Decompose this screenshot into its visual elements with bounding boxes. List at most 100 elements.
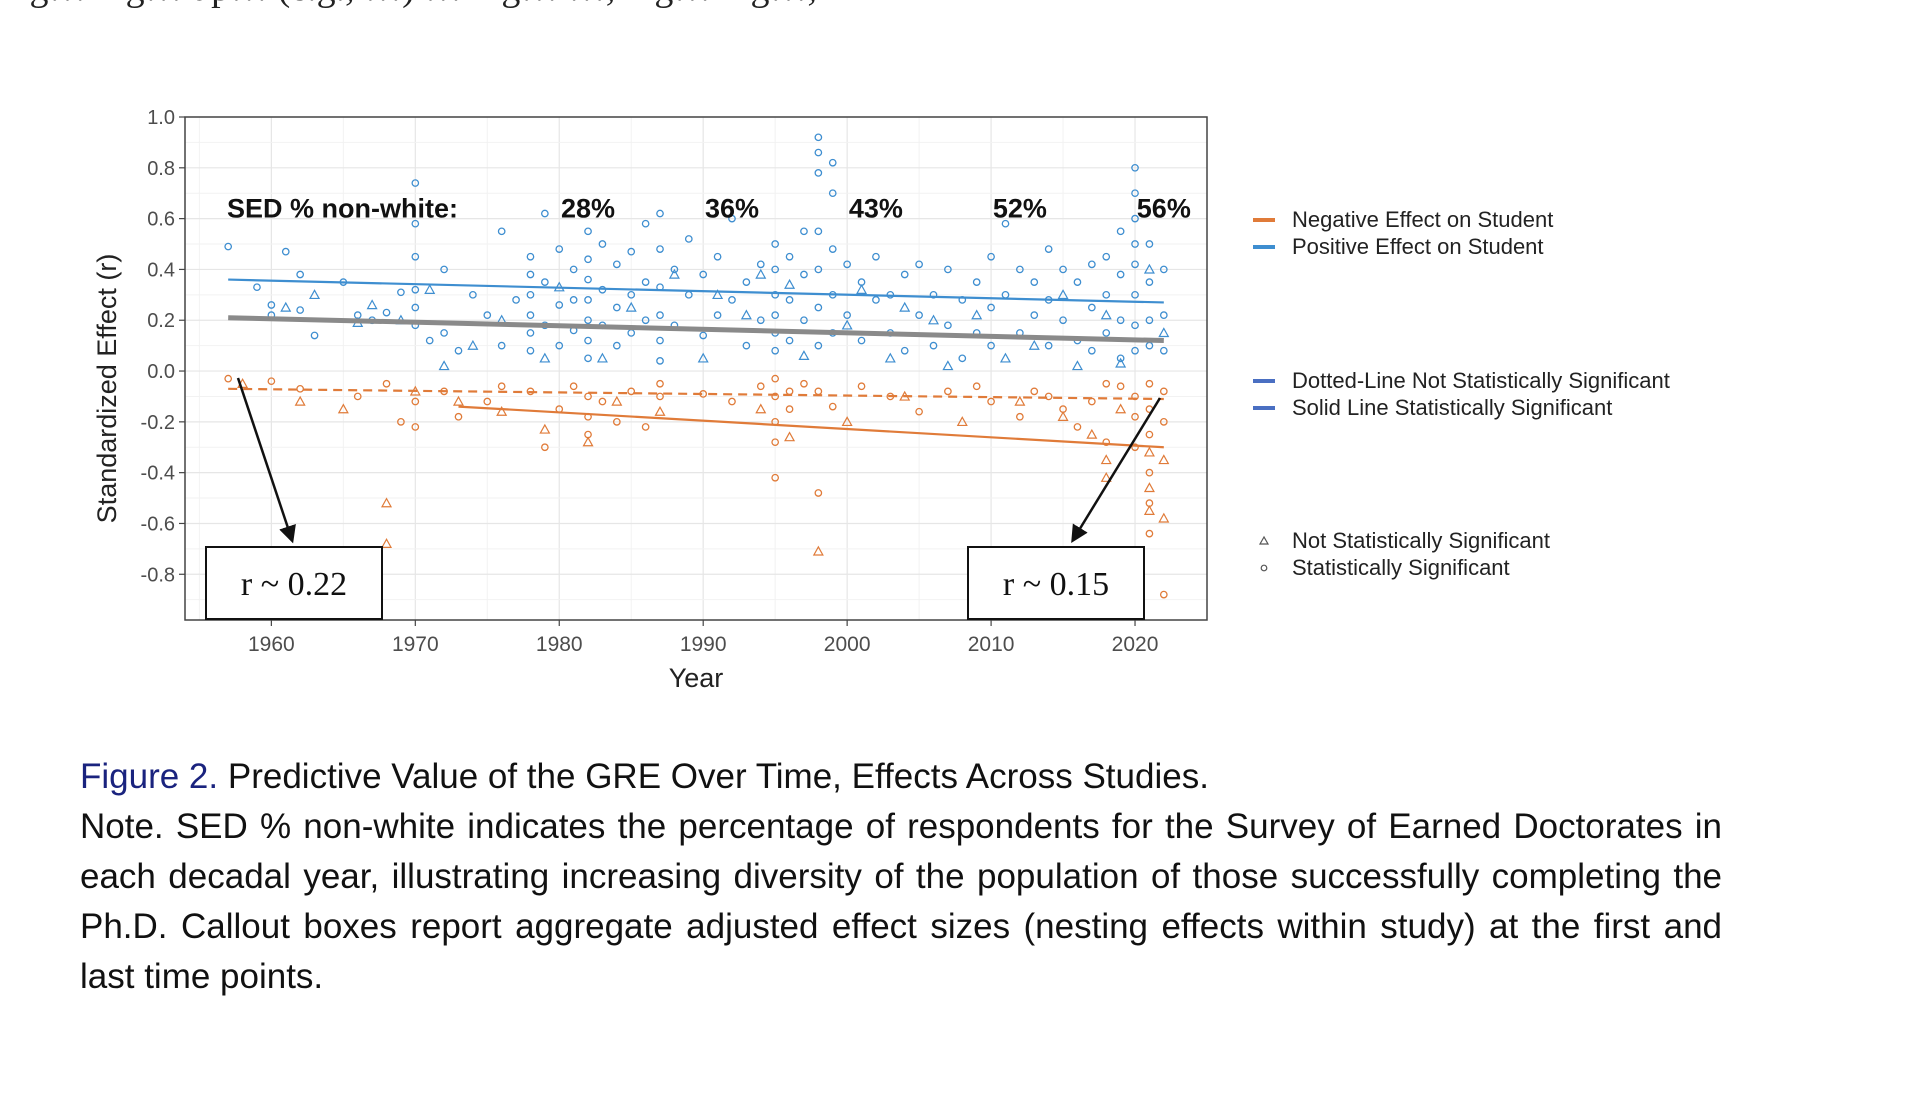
data-point-positive xyxy=(310,331,319,340)
data-point-negative xyxy=(296,384,305,393)
data-point-positive xyxy=(929,341,938,350)
data-point-positive xyxy=(382,308,391,317)
data-point-positive xyxy=(756,316,765,325)
data-point-positive xyxy=(584,296,592,304)
data-point-positive xyxy=(224,242,233,251)
callout-arrow xyxy=(236,377,296,544)
callout-box xyxy=(205,546,383,620)
data-point-negative xyxy=(598,397,607,406)
data-point-positive-nonsig xyxy=(971,309,983,320)
data-point-positive xyxy=(1059,265,1067,274)
data-point-positive-nonsig xyxy=(899,301,911,312)
data-point-positive xyxy=(915,260,923,269)
data-point-negative-nonsig xyxy=(539,423,551,434)
data-point-positive xyxy=(1131,189,1139,198)
data-point-positive xyxy=(469,290,477,299)
data-point-positive xyxy=(728,214,736,223)
data-point-positive xyxy=(828,158,837,167)
data-point-negative-nonsig xyxy=(1057,411,1069,421)
data-point-positive xyxy=(944,265,952,274)
data-point-positive xyxy=(958,354,967,363)
data-point-negative-nonsig xyxy=(1014,395,1026,406)
data-point-positive xyxy=(1116,316,1125,325)
data-point-positive xyxy=(1116,227,1125,236)
data-point-negative-nonsig xyxy=(611,395,623,406)
data-point-positive xyxy=(411,303,420,312)
data-point-negative xyxy=(828,402,837,411)
callout-label: r ~ 0.22 xyxy=(241,566,347,603)
data-point-positive xyxy=(526,346,535,355)
y-tick-label: 0.6 xyxy=(147,209,175,231)
data-point-positive-nonsig xyxy=(280,301,292,312)
data-point-negative xyxy=(656,392,664,401)
data-point-positive xyxy=(900,346,909,355)
data-point-negative xyxy=(972,382,981,391)
data-point-positive-nonsig xyxy=(755,268,767,279)
data-point-negative-nonsig xyxy=(654,405,666,416)
data-point-negative-nonsig xyxy=(812,545,824,556)
points-layer xyxy=(224,133,1170,599)
data-point-positive xyxy=(526,290,535,299)
data-point-positive xyxy=(987,252,995,261)
data-point-negative xyxy=(1016,412,1024,421)
data-point-positive xyxy=(771,290,780,299)
data-point-positive xyxy=(684,235,693,243)
data-point-negative xyxy=(1145,379,1154,388)
data-point-positive xyxy=(641,316,650,325)
data-point-positive xyxy=(411,179,420,187)
data-point-negative-nonsig xyxy=(1143,505,1155,515)
data-point-positive-nonsig xyxy=(1100,309,1112,320)
data-point-positive xyxy=(656,311,664,320)
data-point-negative xyxy=(800,379,808,388)
data-point-negative xyxy=(569,382,578,391)
cut-off-text-line: ing… ing… up… (e.g., …) … ing… …, ing… i… xyxy=(0,0,1926,10)
data-point-negative xyxy=(1145,529,1154,538)
data-point-positive xyxy=(1145,278,1154,286)
figure-title: Predictive Value of the GRE Over Time, E… xyxy=(227,757,1209,796)
data-point-negative xyxy=(1145,430,1154,439)
data-point-negative-nonsig xyxy=(582,436,594,447)
data-point-positive xyxy=(1087,346,1096,355)
data-point-positive xyxy=(828,189,837,198)
data-point-positive xyxy=(1131,260,1139,269)
data-point-positive-nonsig xyxy=(798,350,810,360)
data-point-positive xyxy=(641,219,650,228)
data-point-positive-nonsig xyxy=(309,289,321,300)
data-point-negative xyxy=(353,392,362,401)
data-point-positive xyxy=(555,245,564,253)
data-point-positive xyxy=(1131,290,1139,299)
data-point-positive xyxy=(1102,290,1111,299)
caption-title-line: Figure 2. Predictive Value of the GRE Ov… xyxy=(80,752,1722,802)
data-point-positive xyxy=(253,283,261,292)
data-point-positive xyxy=(641,278,650,286)
grid-layer xyxy=(185,116,1208,620)
data-point-negative-nonsig xyxy=(755,403,767,414)
data-point-positive xyxy=(742,341,751,350)
data-point-positive-nonsig xyxy=(1057,289,1069,300)
data-point-positive-nonsig xyxy=(740,309,752,320)
data-point-negative-nonsig xyxy=(1115,403,1127,414)
x-tick-label: 2000 xyxy=(824,633,871,656)
data-point-positive xyxy=(541,278,549,286)
data-point-positive-nonsig xyxy=(712,289,724,300)
data-point-positive xyxy=(440,265,448,274)
legend-marker-triangle-key xyxy=(1258,535,1270,545)
data-point-positive xyxy=(699,331,708,340)
data-point-negative xyxy=(915,407,923,416)
data-point-negative xyxy=(814,489,823,497)
data-point-positive xyxy=(814,227,823,236)
data-point-positive xyxy=(1145,316,1154,325)
data-point-positive-nonsig xyxy=(625,301,637,312)
data-point-positive xyxy=(497,227,506,236)
data-point-positive xyxy=(814,303,823,312)
data-point-positive xyxy=(584,275,592,284)
data-point-positive xyxy=(1059,316,1067,325)
legend-line-type-label: Solid Line Statistically Significant xyxy=(1292,395,1612,420)
data-point-positive xyxy=(944,321,952,330)
data-point-positive xyxy=(612,303,621,312)
callout-label: r ~ 0.15 xyxy=(1003,566,1109,603)
data-point-negative-nonsig xyxy=(381,497,393,508)
data-point-positive xyxy=(1087,260,1096,269)
x-tick-label: 1990 xyxy=(680,633,727,656)
data-point-positive xyxy=(972,278,981,286)
